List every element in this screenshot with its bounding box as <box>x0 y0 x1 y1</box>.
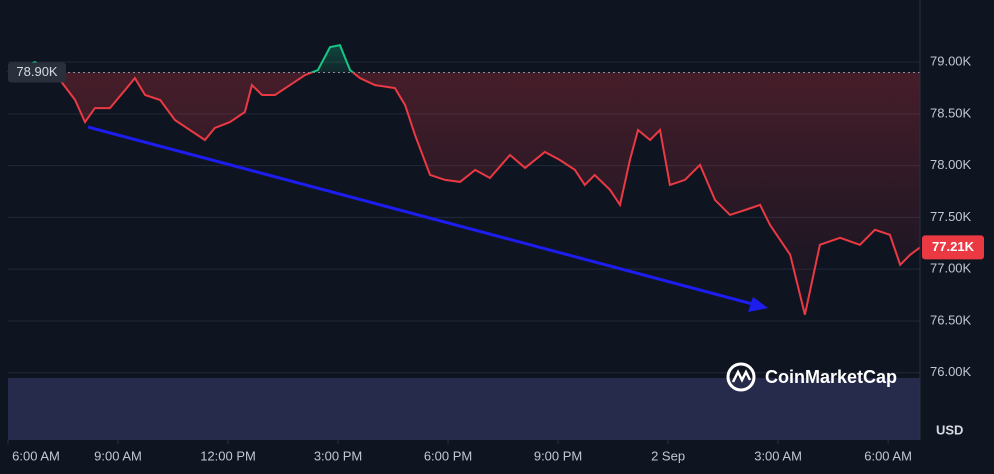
x-tick-label: 6:00 PM <box>424 448 472 463</box>
x-tick-label: 6:00 AM <box>12 448 60 463</box>
baseline-label-box <box>8 62 66 83</box>
logo-icon <box>726 362 756 392</box>
last-price-box <box>922 235 984 260</box>
baseline-label: 78.90K <box>16 64 58 79</box>
y-tick-label: 76.00K <box>930 364 972 379</box>
x-tick-label: 2 Sep <box>651 448 685 463</box>
y-tick-label: 78.00K <box>930 157 972 172</box>
logo-mark <box>731 369 752 383</box>
y-tick-label: 77.50K <box>930 209 972 224</box>
area <box>8 45 920 315</box>
price-line <box>7 43 921 315</box>
labels: 76.00K 76.50K 77.00K 77.50K 78.00K 78.50K 79.0… <box>8 54 984 463</box>
y-tick-label: 77.00K <box>930 261 972 276</box>
arrow-head <box>748 297 768 312</box>
logo: CoinMarketCap <box>726 362 897 392</box>
x-tick-label: 6:00 AM <box>864 448 912 463</box>
x-tick-label: 3:00 PM <box>314 448 362 463</box>
y-tick-label: 76.50K <box>930 312 972 327</box>
volume-area <box>8 378 920 440</box>
last-price-label: 77.21K <box>932 239 975 254</box>
x-tick-label: 9:00 AM <box>94 448 142 463</box>
plot <box>7 43 921 315</box>
x-tick-label: 12:00 PM <box>200 448 256 463</box>
y-tick-label: 79.00K <box>930 54 972 69</box>
watermark: CoinMarketCap <box>765 367 897 387</box>
trend-arrow <box>87 125 761 308</box>
x-tick-label: 9:00 PM <box>534 448 582 463</box>
y-tick-label: 78.50K <box>930 105 972 120</box>
y-axis-label: USD <box>936 422 963 437</box>
x-tick-label: 3:00 AM <box>754 448 802 463</box>
